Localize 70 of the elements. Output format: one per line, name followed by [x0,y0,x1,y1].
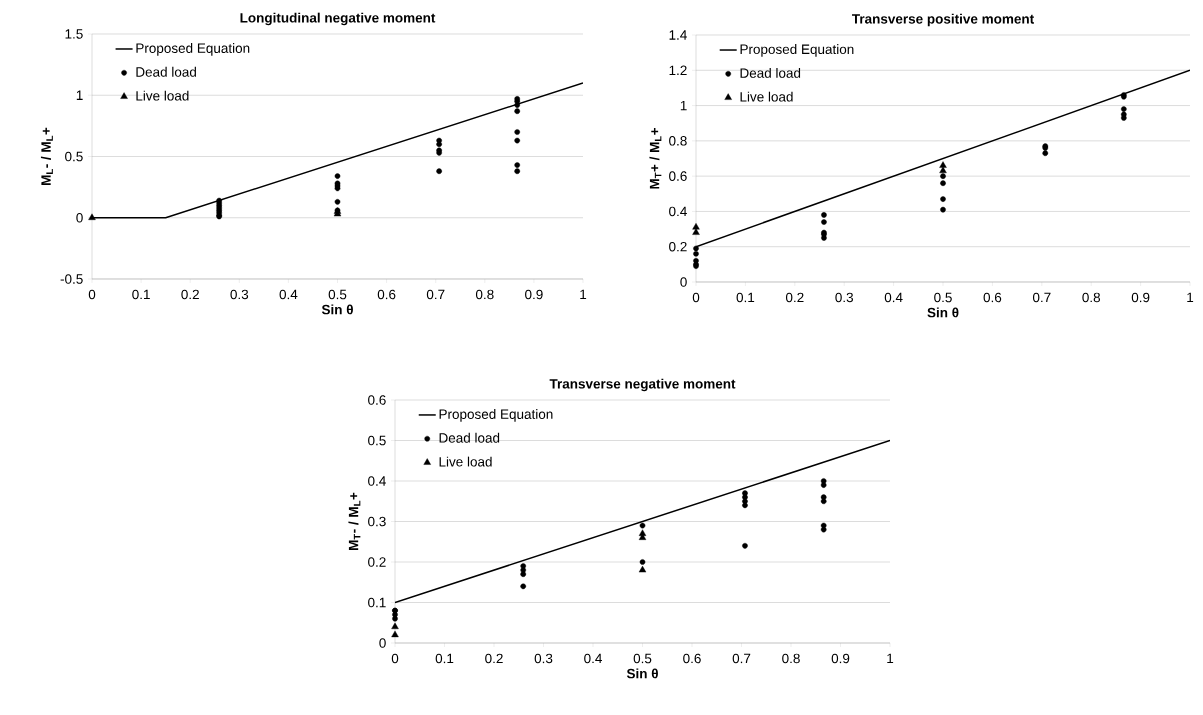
x-tick-label: 0.7 [732,653,751,664]
y-tick-label: 0.6 [368,395,386,405]
x-tick-label: 0.5 [934,292,952,303]
y-axis-title: M$_{T}$+ / M$_{L}$+ [649,128,662,189]
x-tick-label: 1 [580,289,587,299]
legend-label: Live load [136,90,189,101]
x-tick-label: 1 [887,653,894,663]
legend-label: Proposed Equation [740,44,854,57]
legend-label: Dead load [439,432,500,443]
x-tick-label: 0 [692,292,700,303]
chart-title: Transverse negative moment [549,378,736,392]
x-tick-label: 0.2 [785,292,804,303]
x-tick-label: 0.9 [1131,292,1150,303]
y-tick-label: 0.2 [669,241,687,252]
x-tick-label: 0.2 [181,289,199,300]
x-tick-label: 0.1 [132,289,150,300]
y-axis-title: M$_{L}$- / M$_{L}$+ [40,127,53,185]
y-tick-label: 0.5 [368,435,386,446]
x-tick-label: 0.3 [230,289,249,300]
x-tick-label: 0 [391,653,399,664]
x-tick-label: 0.7 [1032,292,1051,303]
x-tick-label: 0.3 [534,653,553,664]
x-axis-title: Sin θ [626,668,658,679]
y-tick-label: 0.2 [368,557,386,567]
x-tick-label: 0.2 [485,653,503,664]
y-tick-label: 1.2 [669,65,687,75]
y-tick-label: 1 [76,90,83,100]
chart-title: Transverse positive moment [852,13,1034,27]
y-tick-label: 0.3 [368,516,386,527]
x-tick-label: 0.9 [525,289,543,300]
legend-label: Live load [740,91,793,102]
legend-label: Dead load [136,66,196,77]
x-axis-title: Sin θ [927,307,959,318]
x-tick-label: 0.4 [584,653,602,664]
y-tick-label: 1.4 [669,30,687,40]
x-tick-label: 0.8 [1082,292,1101,303]
y-tick-label: 1.5 [65,29,83,39]
x-tick-label: 0.5 [633,653,652,664]
x-axis-title: Sin θ [321,304,353,315]
legend-label: Dead load [740,67,801,78]
y-tick-label: 0.4 [669,206,687,217]
legend-label: Proposed Equation [136,43,250,56]
x-tick-label: 0.5 [328,289,347,300]
legend-label: Proposed Equation [439,409,553,422]
x-tick-label: 0.1 [736,292,755,303]
x-tick-label: 0.6 [983,292,1002,303]
x-tick-label: 0.6 [377,289,396,300]
y-axis-title: M$_{T}$- / M$_{L}$+ [348,492,361,550]
legend-label: Live load [439,456,492,467]
y-tick-label: 0 [76,212,83,223]
x-tick-label: 1 [1187,292,1194,302]
x-tick-label: 0.1 [435,653,454,664]
x-tick-label: 0.3 [835,292,854,303]
y-tick-label: 0.1 [368,597,386,608]
y-tick-label: 0.5 [65,151,83,162]
y-tick-label: 0.6 [669,171,687,181]
y-tick-label: -0.5 [60,274,83,284]
y-tick-label: 0.4 [368,476,386,486]
x-tick-label: 0.4 [884,292,903,303]
x-tick-label: 0.4 [279,289,298,300]
y-tick-label: 0 [379,638,386,648]
chart-title: Longitudinal negative moment [240,12,436,26]
y-tick-label: 0 [680,277,687,287]
x-tick-label: 0 [88,289,96,300]
y-tick-label: 1 [680,100,687,111]
y-tick-label: 0.8 [669,136,687,146]
x-tick-label: 0.9 [831,653,850,664]
x-tick-label: 0.8 [782,653,800,664]
x-tick-label: 0.8 [475,289,494,300]
x-tick-label: 0.7 [426,289,445,300]
